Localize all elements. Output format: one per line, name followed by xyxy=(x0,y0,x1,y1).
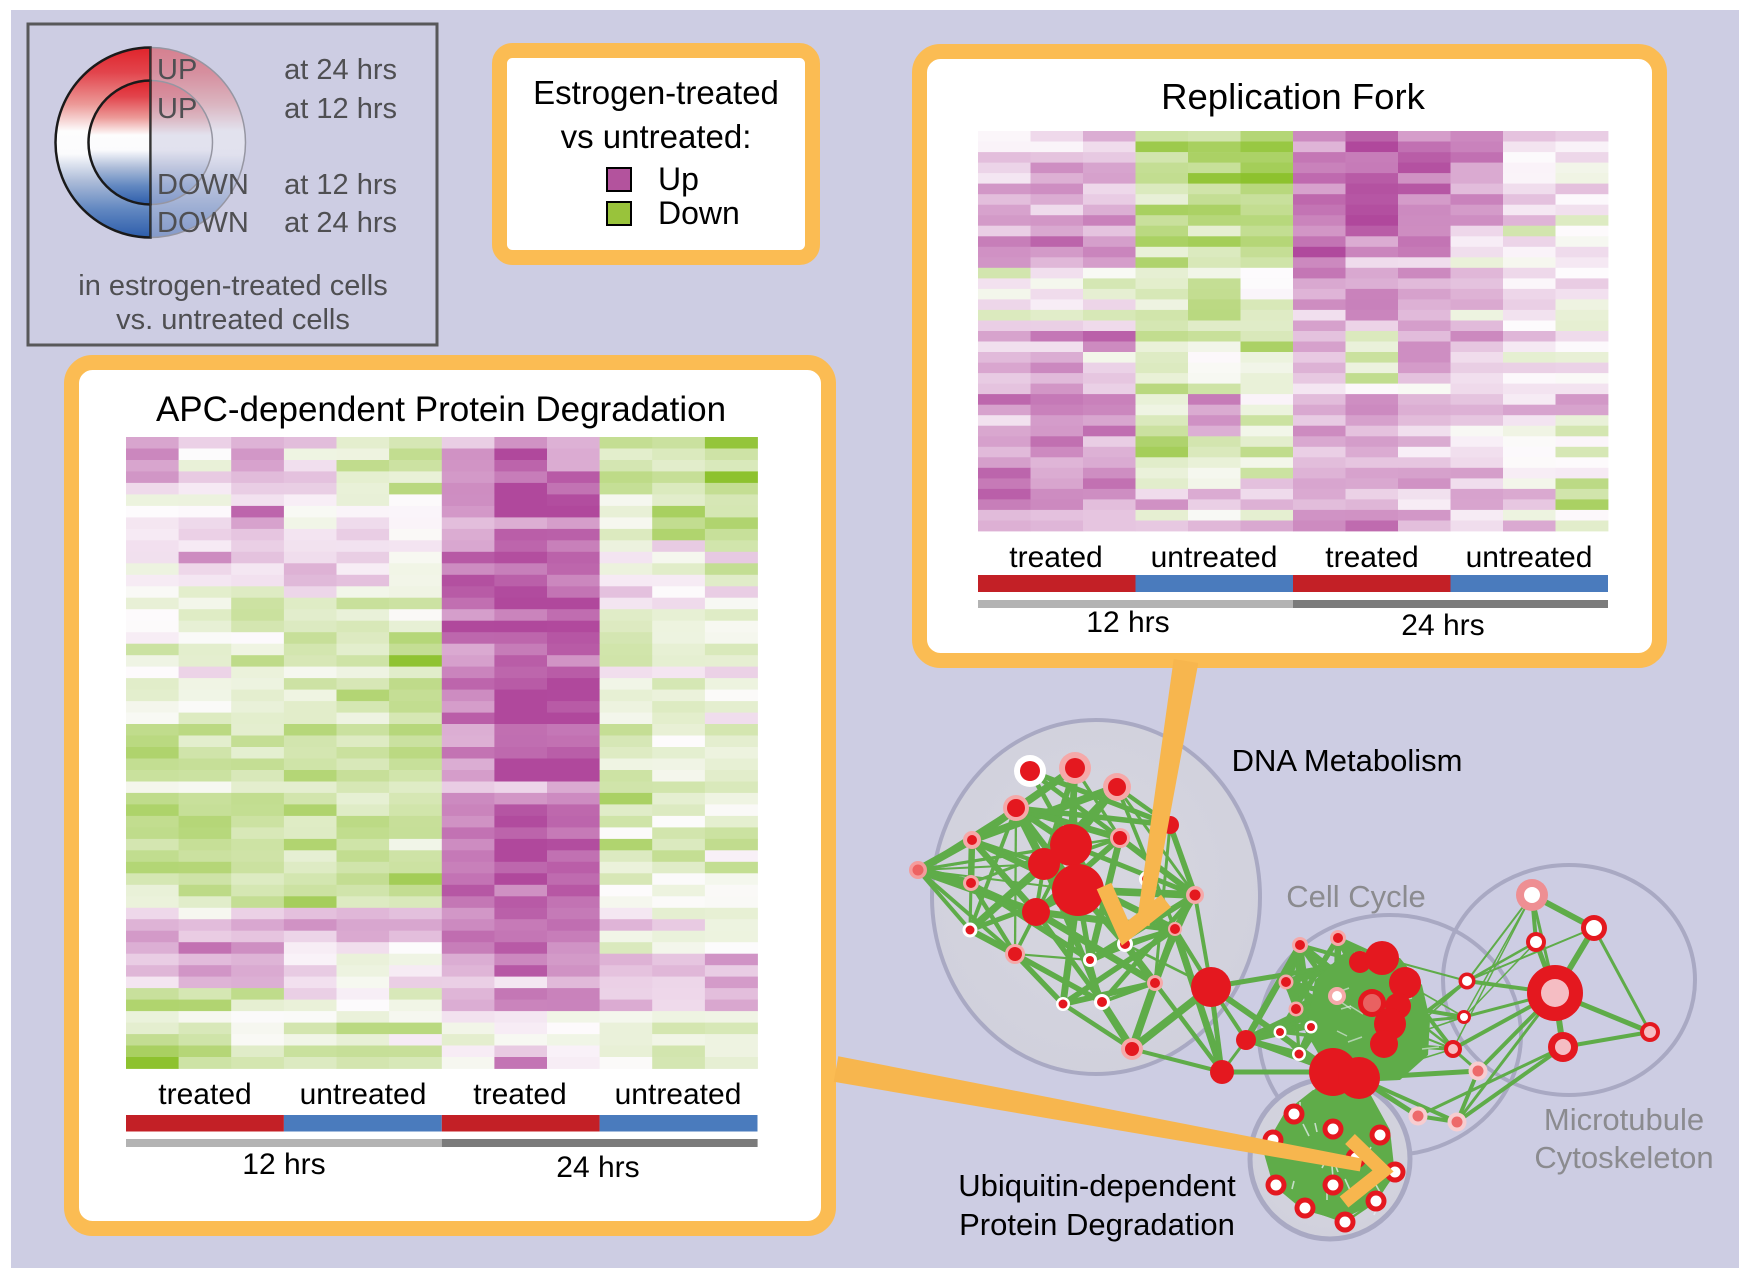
svg-text:12 hrs: 12 hrs xyxy=(242,1148,325,1181)
svg-text:in estrogen-treated cells: in estrogen-treated cells xyxy=(78,270,388,302)
svg-text:12 hrs: 12 hrs xyxy=(1086,606,1169,639)
svg-text:at 24 hrs: at 24 hrs xyxy=(284,54,397,86)
svg-text:treated: treated xyxy=(1325,541,1418,574)
svg-text:untreated: untreated xyxy=(1151,541,1278,574)
svg-text:DOWN: DOWN xyxy=(157,207,249,239)
svg-text:Cell Cycle: Cell Cycle xyxy=(1286,879,1426,914)
svg-text:Down: Down xyxy=(658,195,740,231)
svg-text:treated: treated xyxy=(473,1078,566,1111)
svg-text:DOWN: DOWN xyxy=(157,169,249,201)
svg-text:at 12 hrs: at 12 hrs xyxy=(284,169,397,201)
svg-text:UP: UP xyxy=(157,54,197,86)
svg-text:vs untreated:: vs untreated: xyxy=(561,118,752,155)
svg-text:Estrogen-treated: Estrogen-treated xyxy=(533,74,779,111)
svg-text:Ubiquitin-dependent: Ubiquitin-dependent xyxy=(958,1168,1236,1203)
svg-text:untreated: untreated xyxy=(1466,541,1593,574)
svg-text:Cytoskeleton: Cytoskeleton xyxy=(1534,1140,1713,1175)
svg-text:UP: UP xyxy=(157,93,197,125)
svg-text:Replication Fork: Replication Fork xyxy=(1161,76,1425,117)
svg-text:24 hrs: 24 hrs xyxy=(1401,609,1484,642)
svg-text:APC-dependent Protein Degradat: APC-dependent Protein Degradation xyxy=(156,390,726,429)
svg-text:treated: treated xyxy=(1009,541,1102,574)
svg-text:DNA Metabolism: DNA Metabolism xyxy=(1232,743,1463,778)
svg-text:Microtubule: Microtubule xyxy=(1544,1102,1704,1137)
svg-text:24 hrs: 24 hrs xyxy=(556,1151,639,1184)
svg-text:untreated: untreated xyxy=(300,1078,427,1111)
svg-text:at 12 hrs: at 12 hrs xyxy=(284,93,397,125)
svg-text:treated: treated xyxy=(158,1078,251,1111)
svg-text:vs. untreated cells: vs. untreated cells xyxy=(116,304,350,336)
svg-text:Up: Up xyxy=(658,161,699,197)
svg-text:untreated: untreated xyxy=(615,1078,742,1111)
svg-text:Protein Degradation: Protein Degradation xyxy=(959,1207,1235,1242)
svg-text:at 24 hrs: at 24 hrs xyxy=(284,207,397,239)
